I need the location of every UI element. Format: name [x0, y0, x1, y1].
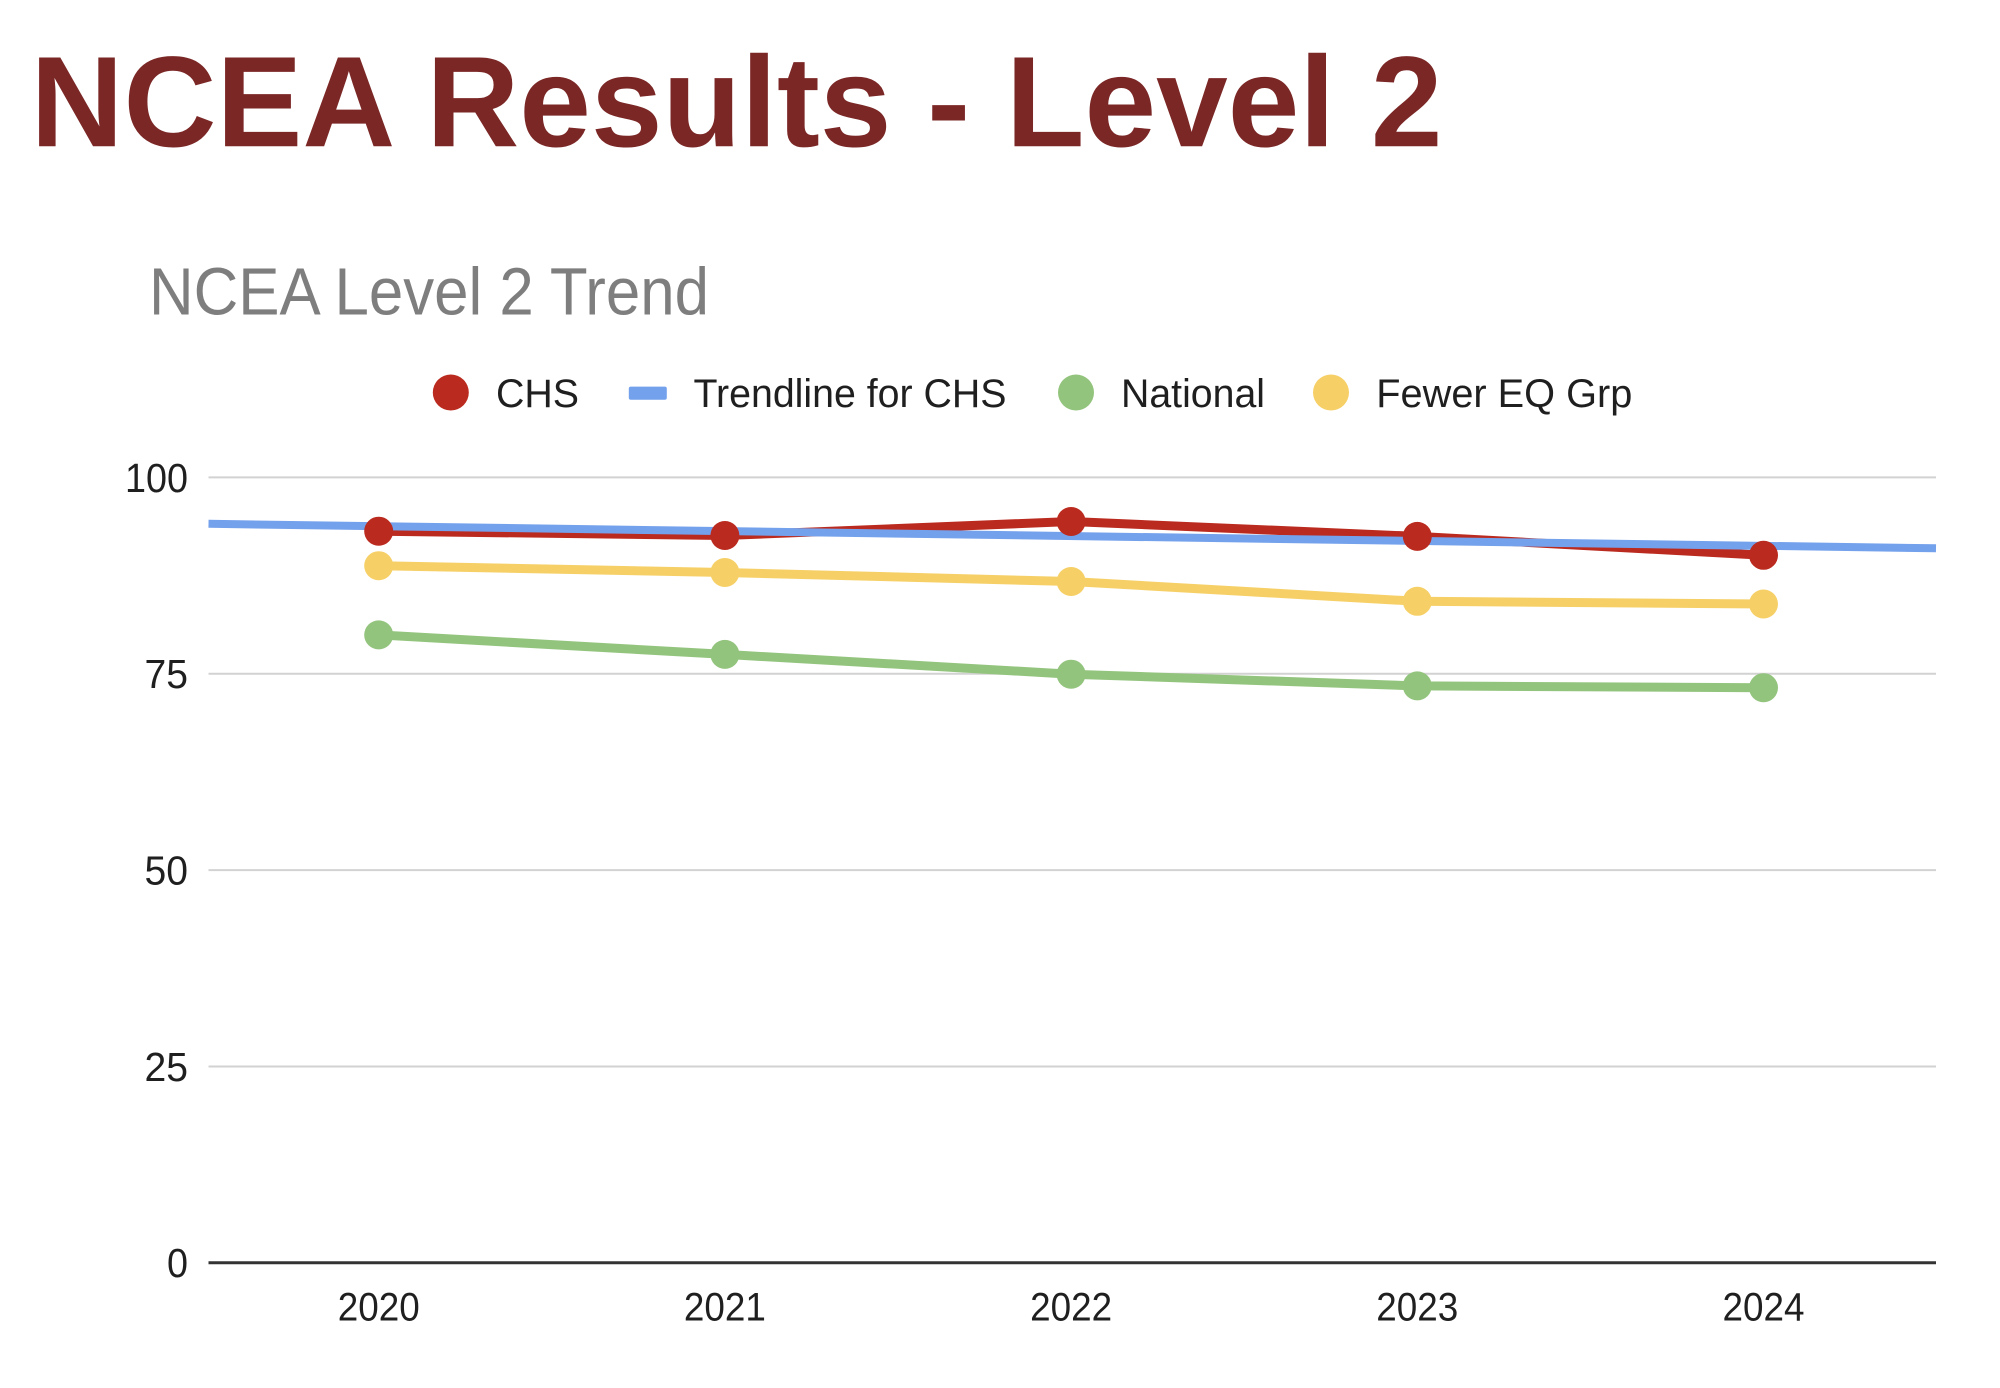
svg-text:25: 25: [145, 1044, 189, 1090]
svg-text:2023: 2023: [1376, 1285, 1458, 1329]
svg-text:2022: 2022: [1030, 1285, 1112, 1329]
svg-text:NCEA Results - Level 2: NCEA Results - Level 2: [31, 30, 1443, 174]
svg-text:NCEA Level 2 Trend: NCEA Level 2 Trend: [149, 255, 709, 330]
svg-text:75: 75: [145, 651, 189, 697]
svg-text:50: 50: [145, 848, 189, 894]
svg-text:0: 0: [167, 1240, 188, 1286]
svg-text:2021: 2021: [684, 1285, 766, 1329]
svg-text:CHS: CHS: [496, 372, 579, 416]
svg-text:2024: 2024: [1723, 1285, 1805, 1329]
svg-text:National: National: [1121, 372, 1265, 416]
svg-text:2020: 2020: [338, 1285, 420, 1329]
svg-text:Fewer EQ Grp: Fewer EQ Grp: [1376, 372, 1632, 416]
svg-text:Trendline for CHS: Trendline for CHS: [694, 372, 1007, 416]
svg-text:100: 100: [125, 455, 188, 501]
